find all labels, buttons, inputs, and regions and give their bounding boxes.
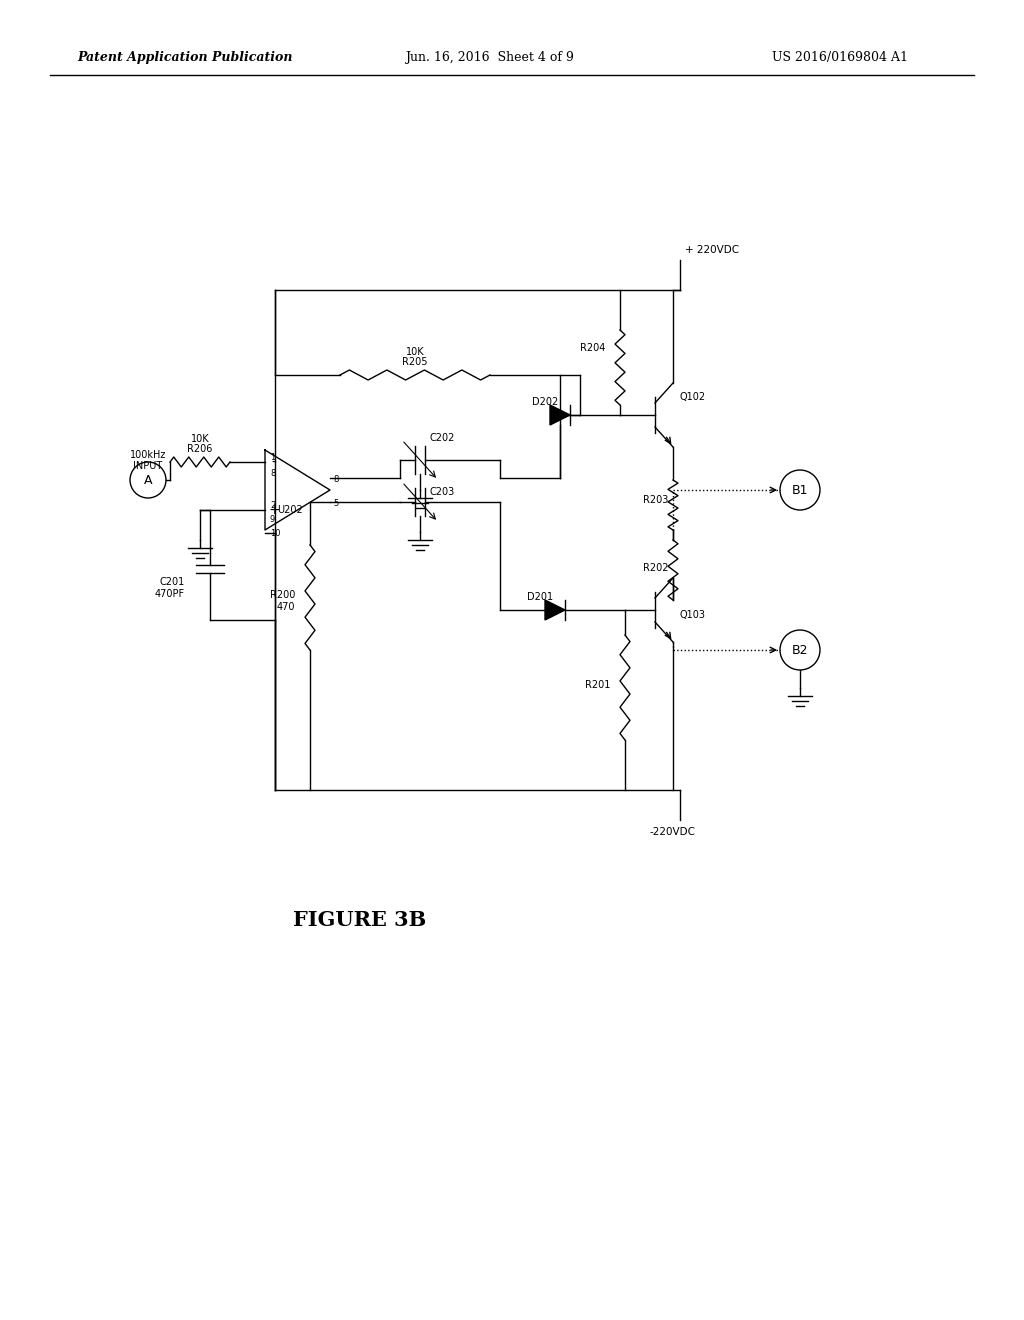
Text: 10: 10 (270, 528, 281, 537)
Text: B1: B1 (792, 483, 808, 496)
Text: 1: 1 (270, 454, 275, 462)
Text: R203: R203 (643, 495, 668, 506)
Text: +: + (268, 503, 280, 517)
Text: Q103: Q103 (680, 610, 706, 620)
Text: FIGURE 3B: FIGURE 3B (293, 909, 427, 931)
Text: 10K: 10K (406, 347, 424, 356)
Text: R205: R205 (402, 356, 428, 367)
Text: R200: R200 (269, 590, 295, 601)
Text: C203: C203 (430, 487, 456, 498)
Text: 100kHz: 100kHz (130, 450, 166, 459)
Text: 8: 8 (333, 475, 338, 484)
Text: D201: D201 (527, 591, 553, 602)
Text: US 2016/0169804 A1: US 2016/0169804 A1 (772, 51, 908, 65)
Text: 9: 9 (270, 516, 275, 524)
Text: C201: C201 (160, 577, 185, 587)
Text: Q102: Q102 (680, 392, 707, 403)
Text: B2: B2 (792, 644, 808, 656)
Text: U202: U202 (278, 506, 303, 515)
Text: 2: 2 (270, 500, 275, 510)
Text: Jun. 16, 2016  Sheet 4 of 9: Jun. 16, 2016 Sheet 4 of 9 (406, 51, 574, 65)
Text: A: A (143, 474, 153, 487)
Text: R206: R206 (187, 444, 213, 454)
Text: R202: R202 (642, 564, 668, 573)
Text: R201: R201 (585, 680, 610, 690)
Text: Patent Application Publication: Patent Application Publication (77, 51, 293, 65)
Text: INPUT: INPUT (133, 461, 163, 471)
Text: 5: 5 (333, 499, 338, 507)
Text: 470: 470 (276, 602, 295, 612)
Polygon shape (550, 405, 570, 425)
Polygon shape (545, 601, 565, 620)
Text: + 220VDC: + 220VDC (685, 246, 739, 255)
Text: 8: 8 (270, 470, 275, 479)
Text: -220VDC: -220VDC (650, 828, 696, 837)
Text: D202: D202 (531, 397, 558, 407)
Text: -: - (271, 455, 276, 470)
Text: R204: R204 (580, 343, 605, 352)
Text: 10K: 10K (190, 434, 209, 444)
Text: 470PF: 470PF (155, 589, 185, 599)
Text: C202: C202 (430, 433, 456, 444)
